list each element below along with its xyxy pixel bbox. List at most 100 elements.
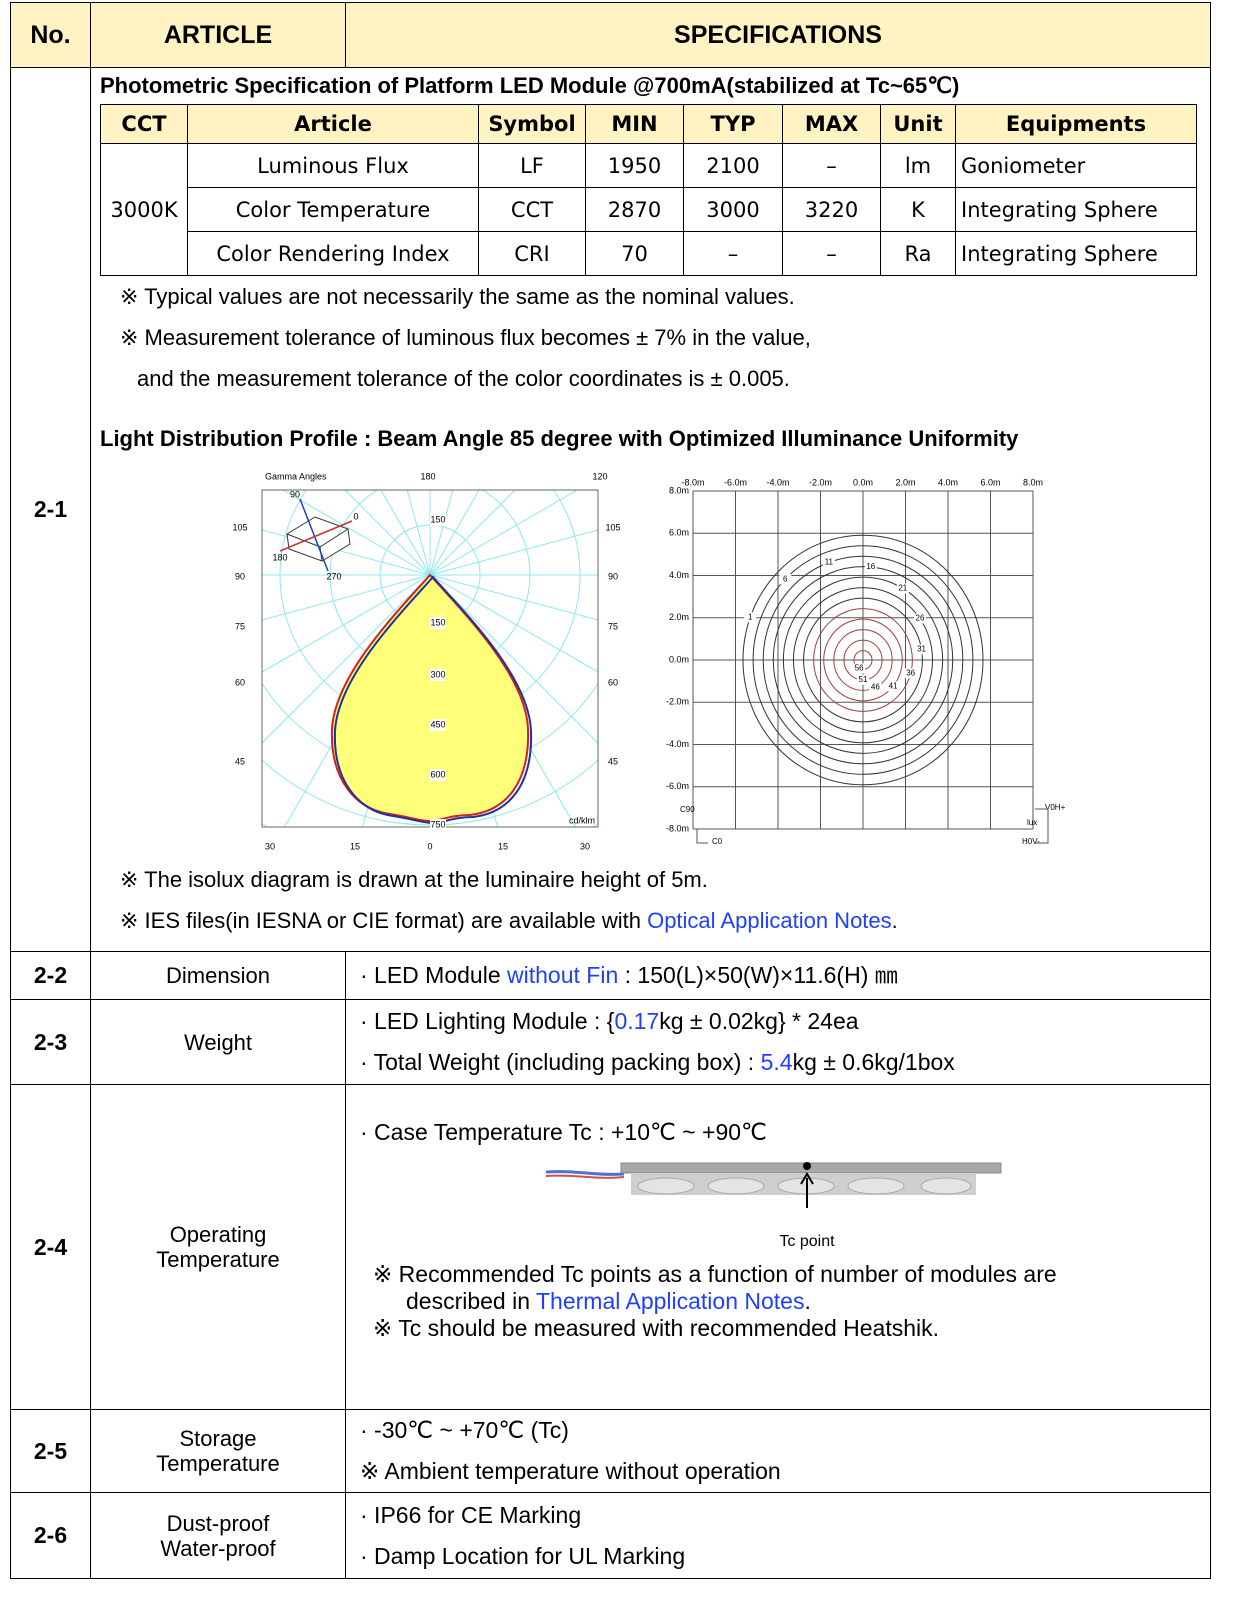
- grid-ray: [429, 490, 454, 576]
- row: 2-1 Photometric Specification of Platfor…: [10, 67, 1211, 952]
- cell: Color Rendering Index: [187, 231, 479, 276]
- grid-ray: [429, 490, 516, 576]
- contour: [762, 555, 964, 765]
- text: ※ Recommended Tc points as a function of…: [373, 1260, 1057, 1287]
- label: 2.0m: [669, 612, 689, 622]
- label: 90: [608, 571, 618, 581]
- label: 30: [580, 841, 590, 851]
- cell: –: [782, 143, 881, 188]
- label: 0: [353, 511, 358, 521]
- cell: –: [782, 231, 881, 276]
- cell: 70: [585, 231, 684, 276]
- notes: ※ The isolux diagram is drawn at the lum…: [100, 859, 1210, 933]
- row: 2-3 Weight · LED Lighting Module : {0.17…: [10, 999, 1211, 1085]
- cell: –: [683, 231, 783, 276]
- label: 120: [592, 471, 607, 481]
- article-line: Dimension: [166, 963, 270, 988]
- label-bg: [822, 557, 835, 568]
- note-lines: ※ The isolux diagram is drawn at the lum…: [120, 859, 1210, 933]
- column-header: Unit: [880, 104, 956, 144]
- cell: 3220: [782, 187, 881, 232]
- contour: [823, 618, 903, 702]
- label: -4.0m: [666, 739, 689, 749]
- label: 0.0m: [853, 477, 873, 487]
- table-row: 3000K Luminous Flux LF 1950 2100– lm Goniomete…: [100, 143, 1197, 276]
- label: 90: [290, 489, 300, 499]
- row: 2-5 Storage Temperature · -30℃ ~ +70℃ (Tc…: [10, 1409, 1211, 1493]
- text: · Damp Location for UL Marking: [360, 1542, 686, 1569]
- cell: 3000: [683, 187, 783, 232]
- label-bg: [430, 719, 446, 731]
- text: ※ The isolux diagram is drawn at the lum…: [120, 867, 708, 892]
- table-row: Color Temperature CCT 2870 3000 3220 K Integra…: [101, 187, 1197, 232]
- label: 30: [265, 841, 275, 851]
- label-bg: [904, 668, 917, 679]
- label: 180: [272, 552, 287, 562]
- cell: 2100: [683, 143, 783, 188]
- row-spec: · LED Module without Fin : 150(L)×50(W)×…: [345, 951, 1211, 1000]
- text: · LED Lighting Module : {: [360, 1008, 615, 1034]
- label-bg: [744, 612, 757, 623]
- text-line: ※ Ambient temperature without operation: [360, 1451, 1210, 1492]
- column-header: CCT: [100, 104, 188, 144]
- label: 0.0m: [669, 654, 689, 664]
- cell: Color Temperature: [187, 187, 479, 232]
- label: 60: [608, 677, 618, 687]
- row-spec: · -30℃ ~ +70℃ (Tc) ※ Ambient temperature …: [345, 1409, 1211, 1493]
- row: 2-4 Operating Temperature · Case Temperat…: [10, 1084, 1211, 1410]
- grid-ray: [429, 490, 579, 576]
- text: described in: [406, 1287, 536, 1314]
- article-line: Dust-proof: [166, 1510, 270, 1536]
- row-no: 2-5: [10, 1409, 91, 1493]
- column-header: MAX: [782, 104, 881, 144]
- label: 300: [430, 669, 445, 679]
- label: -6.0m: [666, 781, 689, 791]
- cell: Integrating Sphere: [955, 187, 1197, 232]
- grid-ray: [262, 574, 431, 744]
- text-line: ※ Recommended Tc points as a function of…: [373, 1261, 1057, 1288]
- cell: CRI: [478, 231, 586, 276]
- notes: ※ Typical values are not necessarily the…: [100, 276, 1210, 399]
- link-text: without Fin: [507, 962, 619, 988]
- figure-label: Tc point: [779, 1233, 835, 1250]
- column-header: Equipments: [955, 104, 1197, 144]
- column-header: Article: [187, 104, 479, 144]
- text-line: ※ Tc should be measured with recommended…: [373, 1315, 1057, 1342]
- row-article: Storage Temperature: [90, 1409, 346, 1493]
- grid-ray: [262, 574, 431, 673]
- table-header: CCT Article Symbol MIN TYP MAX Unit Equipments: [100, 104, 1197, 144]
- label: 36: [906, 668, 915, 677]
- cell: lm: [880, 143, 956, 188]
- label: 8.0m: [1023, 477, 1043, 487]
- text-line: · IP66 for CE Marking: [360, 1495, 1210, 1536]
- label: 4.0m: [938, 477, 958, 487]
- label-bg: [430, 669, 446, 681]
- photometric-table: CCT Article Symbol MIN TYP MAX Unit Equipments …: [100, 104, 1197, 276]
- header-row: No. ARTICLE SPECIFICATIONS: [10, 2, 1211, 68]
- label-bg: [430, 819, 446, 831]
- text-line: · Total Weight (including packing box) :…: [360, 1042, 1210, 1083]
- text: .: [804, 1287, 811, 1314]
- column-header: MIN: [585, 104, 684, 144]
- cell: Ra: [880, 231, 956, 276]
- text-line: · LED Lighting Module : {0.17kg ± 0.02kg…: [360, 1001, 1210, 1042]
- label: 150: [430, 617, 445, 627]
- label: 180: [420, 471, 435, 481]
- label-bg: [869, 682, 882, 693]
- distribution-fill: [330, 573, 530, 823]
- label: -2.0m: [666, 697, 689, 707]
- label: 11: [825, 558, 834, 567]
- axis-icon-line: [299, 498, 329, 572]
- label: 56: [855, 664, 864, 673]
- label: 750: [430, 819, 445, 829]
- case-temperature: · Case Temperature Tc : +10℃ ~ +90℃: [360, 1118, 767, 1145]
- label: 75: [235, 621, 245, 631]
- row-article: Dust-proof Water-proof: [90, 1492, 346, 1579]
- contour: [782, 576, 944, 744]
- label: 6.0m: [980, 477, 1000, 487]
- text-line: described in Thermal Application Notes.: [373, 1288, 1057, 1315]
- article-line: Temperature: [156, 1451, 280, 1476]
- grid-ray: [262, 574, 431, 621]
- row-no: 2-3: [10, 999, 91, 1085]
